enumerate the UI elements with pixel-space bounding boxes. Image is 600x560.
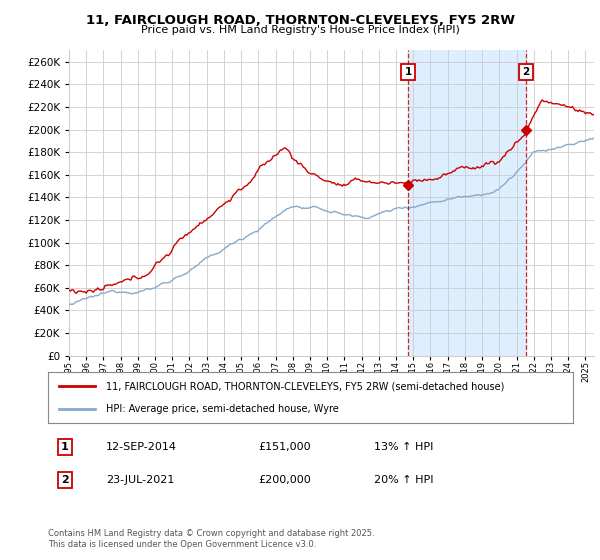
Text: Price paid vs. HM Land Registry's House Price Index (HPI): Price paid vs. HM Land Registry's House … xyxy=(140,25,460,35)
Text: £200,000: £200,000 xyxy=(258,475,311,485)
Text: HPI: Average price, semi-detached house, Wyre: HPI: Average price, semi-detached house,… xyxy=(106,404,338,414)
Bar xyxy=(408,50,526,356)
Text: Contains HM Land Registry data © Crown copyright and database right 2025.
This d: Contains HM Land Registry data © Crown c… xyxy=(48,529,374,549)
Text: 23-JUL-2021: 23-JUL-2021 xyxy=(106,475,174,485)
Text: 11, FAIRCLOUGH ROAD, THORNTON-CLEVELEYS, FY5 2RW (semi-detached house): 11, FAIRCLOUGH ROAD, THORNTON-CLEVELEYS,… xyxy=(106,381,504,391)
Text: 1: 1 xyxy=(404,67,412,77)
Text: 1: 1 xyxy=(61,442,69,452)
Text: 20% ↑ HPI: 20% ↑ HPI xyxy=(373,475,433,485)
Text: £151,000: £151,000 xyxy=(258,442,311,452)
Text: 2: 2 xyxy=(523,67,530,77)
Text: 11, FAIRCLOUGH ROAD, THORNTON-CLEVELEYS, FY5 2RW: 11, FAIRCLOUGH ROAD, THORNTON-CLEVELEYS,… xyxy=(86,14,515,27)
Text: 13% ↑ HPI: 13% ↑ HPI xyxy=(373,442,433,452)
Text: 2: 2 xyxy=(61,475,69,485)
Text: 12-SEP-2014: 12-SEP-2014 xyxy=(106,442,177,452)
